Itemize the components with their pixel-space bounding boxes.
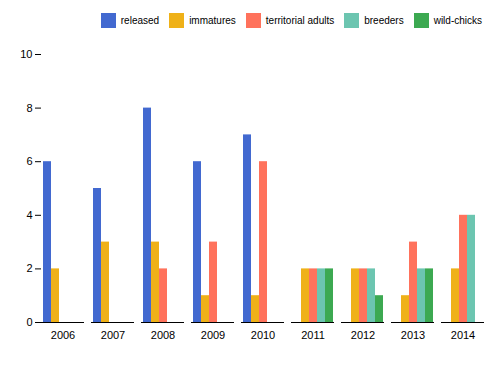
svg-text:0: 0 (26, 316, 32, 328)
svg-text:2006: 2006 (51, 329, 75, 341)
svg-text:2010: 2010 (251, 329, 275, 341)
html-text:immatures: immatures (189, 15, 236, 26)
svg-text:2007: 2007 (101, 329, 125, 341)
html-text:territorial adults: territorial adults (265, 15, 335, 26)
svg-text:4: 4 (26, 209, 32, 221)
svg-text:6: 6 (26, 155, 32, 167)
svg-text:2011: 2011 (301, 329, 325, 341)
svg-text:8: 8 (26, 102, 32, 114)
svg-text:2012: 2012 (351, 329, 375, 341)
html-text:breeders: breeders (364, 15, 404, 26)
html-text:wild-chicks: wild-chicks (433, 15, 482, 26)
svg-text:2014: 2014 (451, 329, 475, 341)
html-text:released: released (120, 15, 160, 26)
svg-text:10: 10 (20, 48, 32, 60)
svg-text:2009: 2009 (201, 329, 225, 341)
svg-text:2013: 2013 (401, 329, 425, 341)
svg-text:2008: 2008 (151, 329, 175, 341)
svg-text:2: 2 (26, 262, 32, 274)
